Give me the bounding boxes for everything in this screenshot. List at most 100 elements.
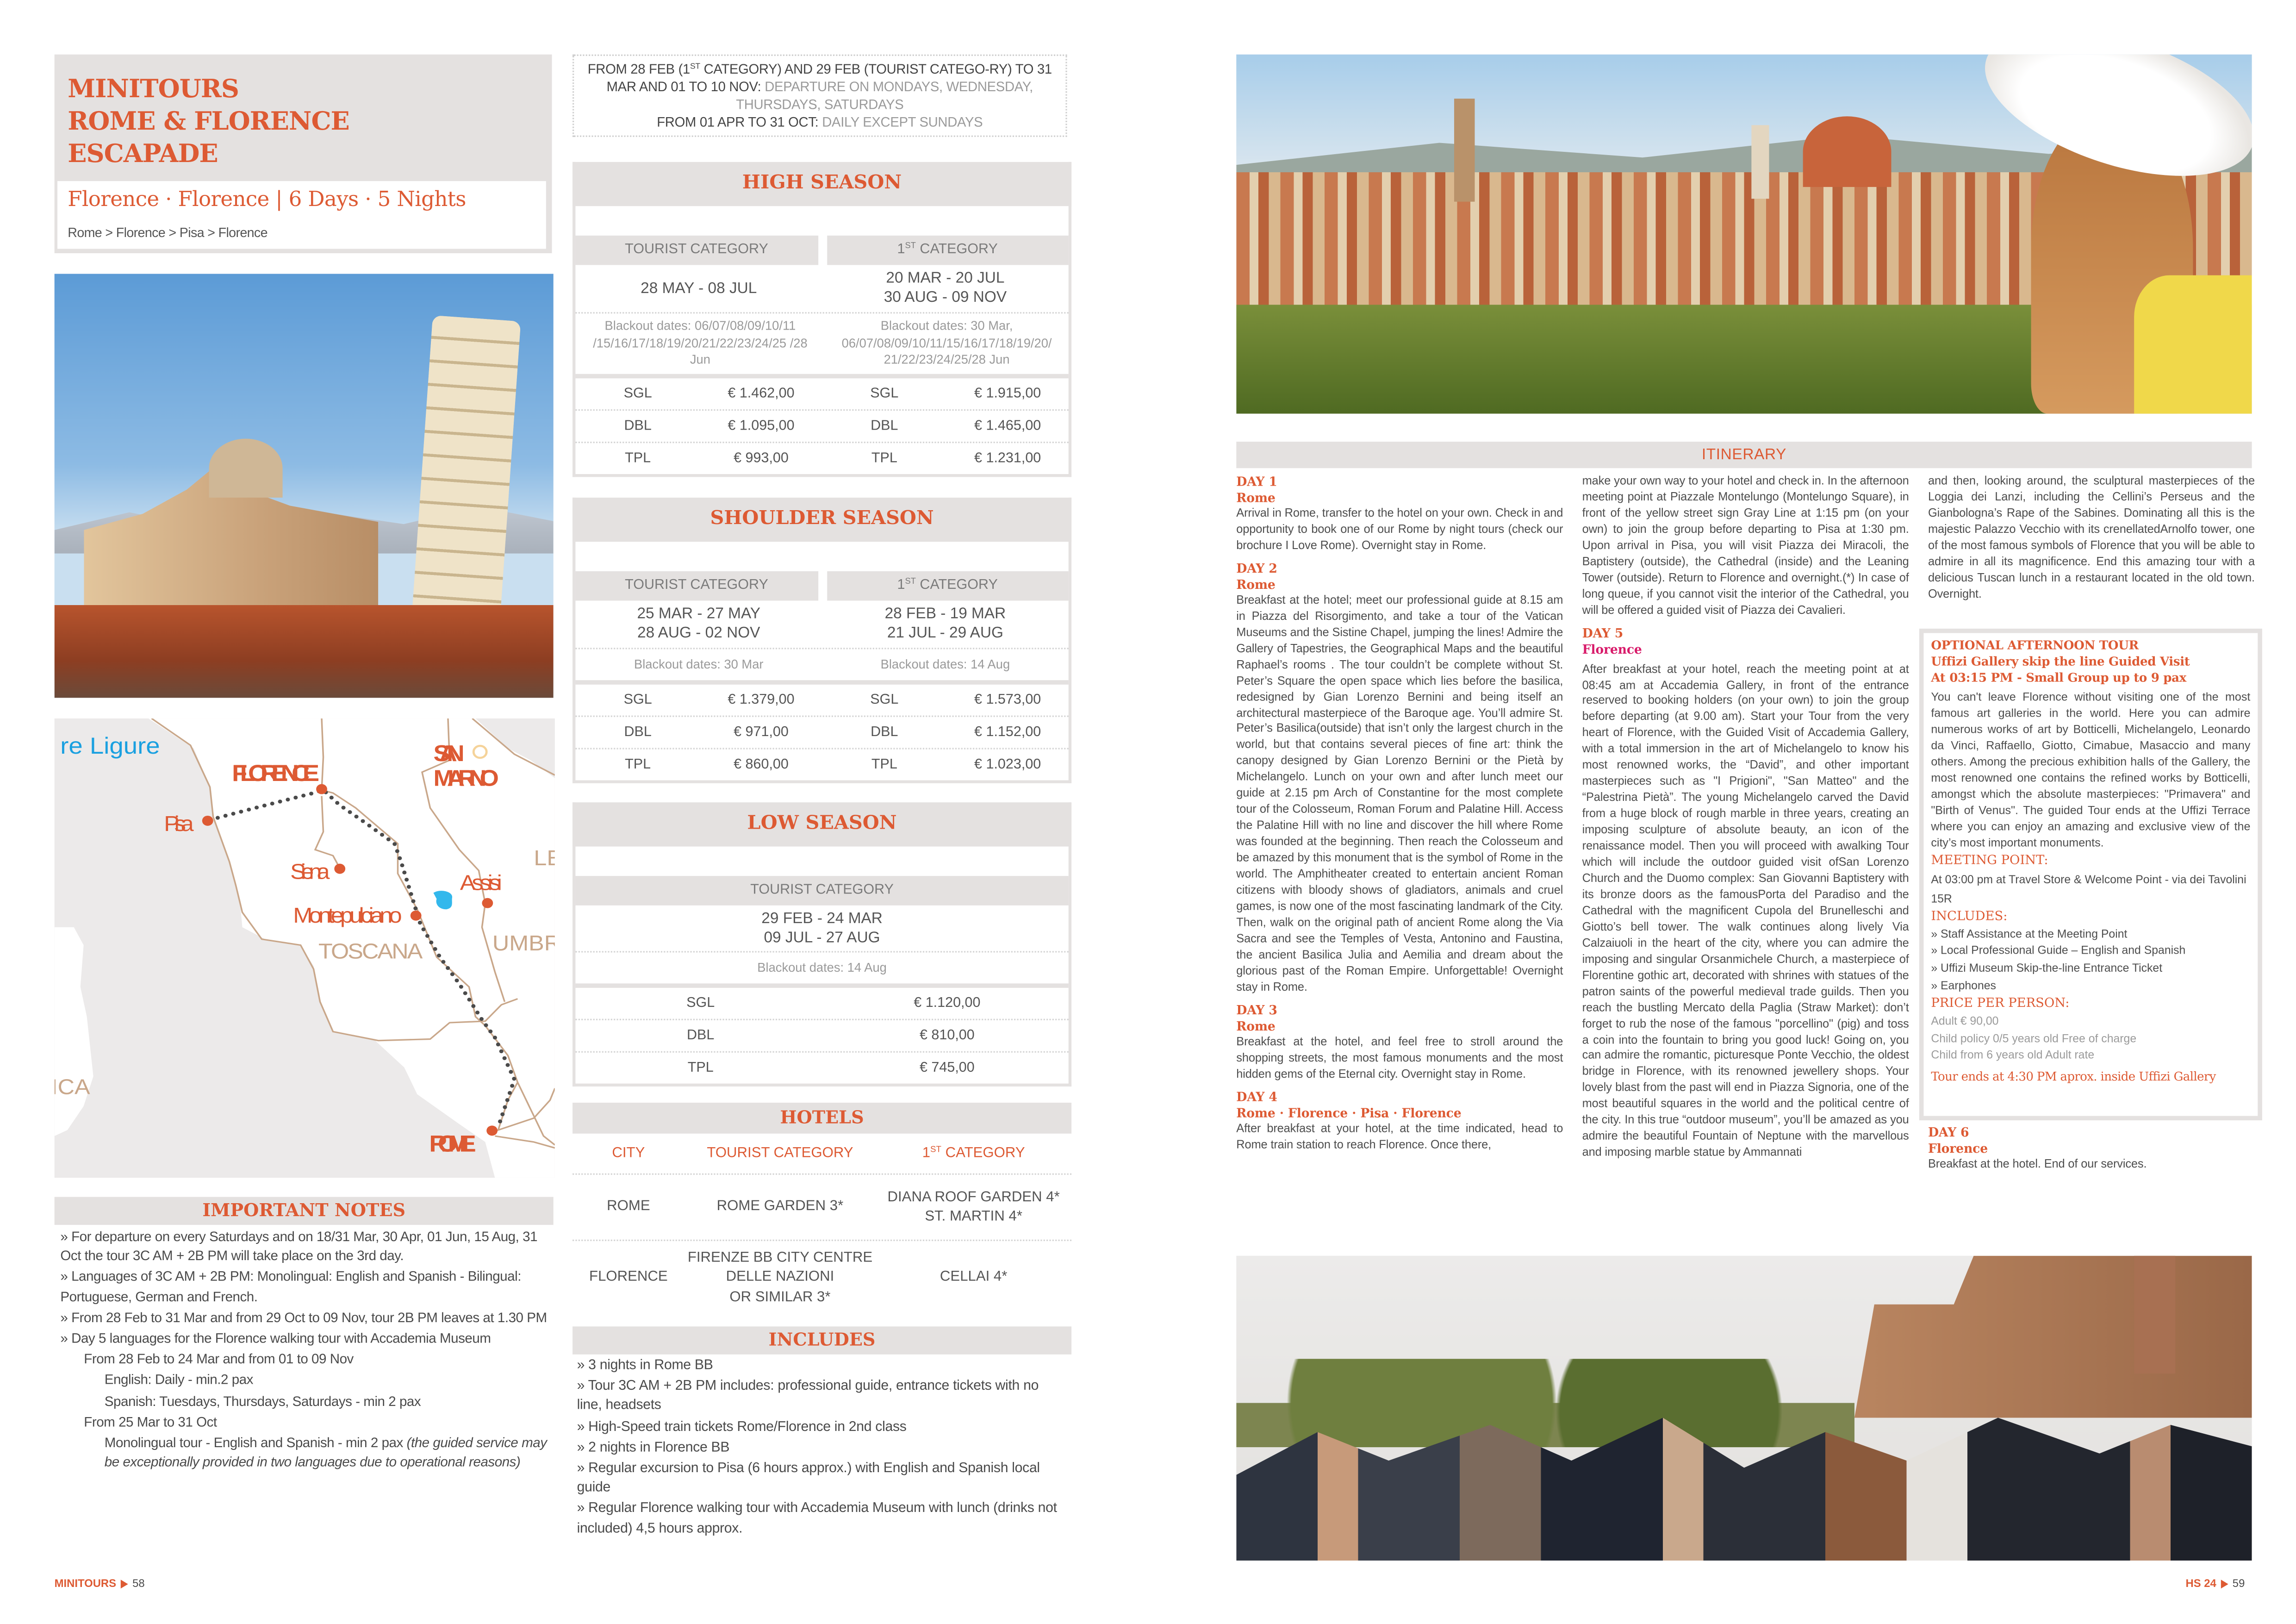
first-dates: 28 FEB - 19 MAR 21 JUL - 29 AUG xyxy=(884,605,1006,642)
price-row: SGL € 1.120,00 xyxy=(575,988,1069,1020)
includes-list: » 3 nights in Rome BB » Tour 3C AM + 2B … xyxy=(572,1355,1071,1541)
category-headers: TOURIST CATEGORY 1ST CATEGORY xyxy=(575,571,1069,601)
price-row: SGL € 1.379,00 SGL € 1.573,00 xyxy=(575,685,1069,717)
important-notes: IMPORTANT NOTES » For departure on every… xyxy=(54,1197,554,1474)
tourist-category-header: TOURIST CATEGORY xyxy=(575,235,818,265)
city-dots xyxy=(202,784,498,1136)
day-text: Breakfast at the hotel. End of our servi… xyxy=(1928,1157,2147,1171)
price-rows: SGL € 1.462,00 SGL € 1.915,00 DBL € 1.095,00… xyxy=(575,378,1069,474)
include-item: » High-Speed train tickets Rome/Florence… xyxy=(577,1418,907,1435)
price-row: TPL € 860,00 TPL € 1.023,00 xyxy=(625,756,1041,773)
optional-includes-label: INCLUDES: xyxy=(1931,909,2008,924)
blackout-dates: Blackout dates: 14 Aug xyxy=(575,953,1069,988)
road xyxy=(151,718,518,1042)
hotel-tourist: ROME GARDEN 3* xyxy=(716,1199,844,1215)
umbria-label: UMBR xyxy=(492,931,555,956)
tourist-dates: 25 MAR - 27 MAY 28 AUG - 02 NOV xyxy=(637,605,761,642)
montepulciano-label: Montepulciano xyxy=(293,904,402,928)
pisa-dot xyxy=(202,815,213,826)
note-item: » Day 5 languages for the Florence walki… xyxy=(60,1330,491,1346)
route-map: re Ligure FLORENCE Pisa Siena SAN MARINO… xyxy=(54,718,555,1178)
title-line: MINITOURS xyxy=(68,75,239,105)
tourist-category-header: TOURIST CATEGORY xyxy=(575,876,1069,906)
day-text: Breakfast at the hotel, and feel free to… xyxy=(1236,1034,1563,1080)
tour-subtitle: Florence · Florence | 6 Days · 5 Nights xyxy=(68,188,466,212)
includes-section: INCLUDES » 3 nights in Rome BB » Tour 3C… xyxy=(572,1326,1072,1541)
day-5: DAY 5 Florence After breakfast at your h… xyxy=(1582,625,1909,1162)
land xyxy=(148,718,555,1178)
tourist-blackout: Blackout dates: 30 Mar xyxy=(634,656,764,671)
tourist-dates: 28 MAY - 08 JUL xyxy=(641,279,757,297)
blackout-dates: Blackout dates: 06/07/08/09/10/11 /15/16… xyxy=(575,313,1069,379)
notes-list: » For departure on every Saturdays and o… xyxy=(55,1225,554,1473)
tourist-blackout: Blackout dates: 06/07/08/09/10/11 /15/16… xyxy=(593,318,808,367)
toscana-label: TOSCANA xyxy=(318,939,423,963)
san-marino-marker xyxy=(472,744,488,759)
season-dates: 29 FEB - 24 MAR 09 JUL - 27 AUG xyxy=(575,906,1069,953)
leaning-tower xyxy=(412,315,521,615)
day-city: Rome xyxy=(1236,490,1276,505)
note-subitem: Monolingual tour - English and Spanish -… xyxy=(60,1434,548,1473)
day-city: Florence xyxy=(1582,641,1642,656)
road xyxy=(495,1135,555,1149)
footer-brand: HS 24 xyxy=(2185,1576,2216,1590)
blackout-dates: Blackout dates: 30 Mar Blackout dates: 1… xyxy=(575,649,1069,685)
price-per-person-label: PRICE PER PERSON: xyxy=(1931,996,2070,1011)
first-header: 1ST CATEGORY xyxy=(922,1145,1025,1162)
day-label: DAY 1 xyxy=(1236,474,1277,489)
price-line: Child policy 0/5 years old Free of charg… xyxy=(1931,1031,2137,1045)
day-label: DAY 3 xyxy=(1236,1002,1277,1017)
rome-dot xyxy=(486,1125,498,1136)
title-line: ESCAPADE xyxy=(68,140,218,169)
hotel-first: CELLAI 4* xyxy=(940,1269,1008,1286)
note-item: » From 28 Feb to 31 Mar and from 29 Oct … xyxy=(60,1310,547,1325)
triangle-icon xyxy=(2221,1579,2228,1588)
meeting-point-text: At 03:00 pm at Travel Store & Welcome Po… xyxy=(1931,872,2246,905)
itinerary-column-1: DAY 1 Rome Arrival in Rome, transfer to … xyxy=(1236,474,1563,1159)
ruins-wall xyxy=(1854,1255,2252,1418)
day-city: Florence xyxy=(1928,1141,1988,1156)
itinerary-column-2: make your own way to your hotel and chec… xyxy=(1582,474,1909,1168)
day-city: Rome · Florence · Pisa · Florence xyxy=(1236,1105,1462,1120)
day-text: After breakfast at your hotel, reach the… xyxy=(1582,662,1909,1159)
sea-label: re Ligure xyxy=(60,733,160,759)
category-headers: TOURIST CATEGORY xyxy=(575,876,1069,906)
meeting-point-label: MEETING POINT: xyxy=(1931,853,2048,868)
duomo-dome xyxy=(1803,116,1892,187)
optional-tour-description: You can't leave Florence without visitin… xyxy=(1931,690,2251,849)
right-footer: HS 24 59 xyxy=(2185,1577,2245,1590)
page-title: MINITOURS ROME & FLORENCE ESCAPADE xyxy=(68,74,349,171)
route-breadcrumb: Rome > Florence > Pisa > Florence xyxy=(68,225,268,240)
optional-tour-time: At 03:15 PM - Small Group up to 9 pax xyxy=(1931,669,2186,685)
hotel-city: FLORENCE xyxy=(589,1269,668,1286)
tourists-rome-photo xyxy=(1236,1255,2252,1561)
bell-tower xyxy=(2134,1255,2176,1374)
map-labels: re Ligure FLORENCE Pisa Siena SAN MARINO… xyxy=(55,733,555,1157)
day-2: DAY 2 Rome Breakfast at the hotel; meet … xyxy=(1236,561,1563,996)
tourist-category-header: TOURIST CATEGORY xyxy=(575,571,818,601)
include-item: » 3 nights in Rome BB xyxy=(577,1357,713,1374)
season-title: LOW SEASON xyxy=(572,802,1072,847)
subtitle-box: Florence · Florence | 6 Days · 5 Nights … xyxy=(57,181,546,249)
day-label: DAY 6 xyxy=(1928,1124,1969,1140)
assisi-dot xyxy=(482,898,493,908)
price-line: Child from 6 years old Adult rate xyxy=(1931,1049,2095,1062)
optional-include-item: » Earphones xyxy=(1931,979,1996,993)
day-text: After breakfast at your hotel, at the ti… xyxy=(1236,1121,1563,1151)
price-rows: SGL € 1.379,00 SGL € 1.573,00 DBL € 971,00 DB… xyxy=(575,685,1069,781)
season-dates: 25 MAR - 27 MAY 28 AUG - 02 NOV 28 FEB - … xyxy=(575,600,1069,650)
note-subheading: From 28 Feb to 24 Mar and from 01 to 09 … xyxy=(84,1352,354,1367)
triangle-icon xyxy=(120,1579,128,1588)
day-text: make your own way to your hotel and chec… xyxy=(1582,474,1909,617)
departure-days: DEPARTURE ON MONDAYS, WEDNESDAY, THURSDA… xyxy=(736,79,1033,112)
departure-period: FROM 01 APR TO 31 OCT: xyxy=(657,115,819,130)
day-text: and then, looking around, the sculptural… xyxy=(1928,474,2255,600)
price-row: TPL € 993,00 TPL € 1.231,00 xyxy=(625,450,1041,467)
marche-label: LE xyxy=(534,846,554,870)
note-subitem: English: Daily - min.2 pax xyxy=(104,1373,254,1388)
departures-box: FROM 28 FEB (1ST CATEGORY) AND 29 FEB (T… xyxy=(572,54,1067,137)
hotel-city: ROME xyxy=(607,1199,650,1215)
first-category-header: 1ST CATEGORY xyxy=(826,235,1069,265)
pisa-label: Pisa xyxy=(164,812,193,836)
price-row: SGL € 1.462,00 SGL € 1.915,00 xyxy=(575,378,1069,411)
